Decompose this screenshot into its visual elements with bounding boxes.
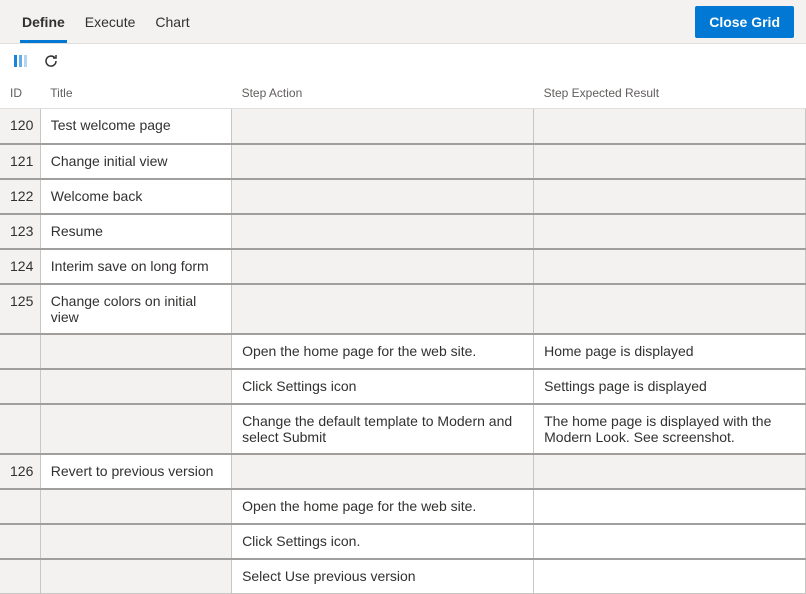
cell-step-expected[interactable]: Home page is displayed <box>534 334 806 369</box>
table-row[interactable]: Open the home page for the web site. <box>0 489 806 524</box>
cell-step-expected[interactable] <box>534 179 806 214</box>
cell-title[interactable] <box>40 559 231 594</box>
column-options-icon[interactable] <box>12 52 30 70</box>
table-row[interactable]: Open the home page for the web site.Home… <box>0 334 806 369</box>
cell-id[interactable]: 125 <box>0 284 40 334</box>
tab-chart[interactable]: Chart <box>145 0 199 43</box>
cell-step-action[interactable]: Click Settings icon. <box>232 524 534 559</box>
cell-title[interactable]: Test welcome page <box>40 109 231 144</box>
cell-title[interactable]: Revert to previous version <box>40 454 231 489</box>
cell-step-action[interactable] <box>232 249 534 284</box>
tab-execute[interactable]: Execute <box>75 0 146 43</box>
cell-title[interactable] <box>40 369 231 404</box>
cell-step-expected[interactable] <box>534 249 806 284</box>
cell-title[interactable] <box>40 334 231 369</box>
cell-id[interactable]: 124 <box>0 249 40 284</box>
cell-step-action[interactable]: Select Use previous version <box>232 559 534 594</box>
column-header-step-action[interactable]: Step Action <box>232 78 534 109</box>
table-row[interactable]: 120Test welcome page <box>0 109 806 144</box>
cell-id[interactable] <box>0 369 40 404</box>
test-case-grid: ID Title Step Action Step Expected Resul… <box>0 78 806 594</box>
cell-title[interactable] <box>40 404 231 454</box>
cell-step-expected[interactable] <box>534 489 806 524</box>
table-row[interactable]: 121Change initial view <box>0 144 806 179</box>
toolbar: DefineExecuteChart Close Grid <box>0 0 806 44</box>
cell-id[interactable]: 120 <box>0 109 40 144</box>
cell-step-action[interactable] <box>232 284 534 334</box>
cell-step-expected[interactable] <box>534 454 806 489</box>
refresh-icon[interactable] <box>42 52 60 70</box>
table-row[interactable]: 122Welcome back <box>0 179 806 214</box>
cell-step-expected[interactable] <box>534 109 806 144</box>
cell-id[interactable] <box>0 559 40 594</box>
table-row[interactable]: 123Resume <box>0 214 806 249</box>
cell-id[interactable]: 122 <box>0 179 40 214</box>
cell-id[interactable] <box>0 404 40 454</box>
table-row[interactable]: 124Interim save on long form <box>0 249 806 284</box>
tab-define[interactable]: Define <box>12 0 75 43</box>
table-row[interactable]: Select Use previous version <box>0 559 806 594</box>
table-row[interactable]: Click Settings icon. <box>0 524 806 559</box>
close-grid-button[interactable]: Close Grid <box>695 6 794 38</box>
cell-step-expected[interactable] <box>534 559 806 594</box>
cell-title[interactable]: Resume <box>40 214 231 249</box>
table-row[interactable]: 126Revert to previous version <box>0 454 806 489</box>
column-header-step-expected[interactable]: Step Expected Result <box>534 78 806 109</box>
cell-id[interactable]: 126 <box>0 454 40 489</box>
cell-step-expected[interactable]: Settings page is displayed <box>534 369 806 404</box>
cell-title[interactable]: Change colors on initial view <box>40 284 231 334</box>
cell-step-action[interactable] <box>232 179 534 214</box>
table-row[interactable]: 125Change colors on initial view <box>0 284 806 334</box>
icon-toolbar <box>0 44 806 78</box>
table-row[interactable]: Change the default template to Modern an… <box>0 404 806 454</box>
cell-step-expected[interactable] <box>534 284 806 334</box>
cell-step-expected[interactable]: The home page is displayed with the Mode… <box>534 404 806 454</box>
cell-step-action[interactable]: Open the home page for the web site. <box>232 334 534 369</box>
cell-id[interactable] <box>0 489 40 524</box>
cell-id[interactable] <box>0 334 40 369</box>
cell-title[interactable]: Interim save on long form <box>40 249 231 284</box>
table-row[interactable]: Click Settings iconSettings page is disp… <box>0 369 806 404</box>
cell-id[interactable]: 123 <box>0 214 40 249</box>
column-header-title[interactable]: Title <box>40 78 231 109</box>
cell-step-action[interactable] <box>232 214 534 249</box>
cell-id[interactable] <box>0 524 40 559</box>
cell-step-action[interactable] <box>232 109 534 144</box>
cell-step-expected[interactable] <box>534 214 806 249</box>
cell-step-action[interactable] <box>232 144 534 179</box>
cell-step-action[interactable]: Change the default template to Modern an… <box>232 404 534 454</box>
column-header-id[interactable]: ID <box>0 78 40 109</box>
cell-title[interactable]: Welcome back <box>40 179 231 214</box>
cell-title[interactable] <box>40 524 231 559</box>
cell-step-action[interactable] <box>232 454 534 489</box>
cell-step-expected[interactable] <box>534 144 806 179</box>
cell-step-action[interactable]: Open the home page for the web site. <box>232 489 534 524</box>
tabs: DefineExecuteChart <box>12 0 200 43</box>
grid-header-row: ID Title Step Action Step Expected Resul… <box>0 78 806 109</box>
cell-title[interactable]: Change initial view <box>40 144 231 179</box>
cell-id[interactable]: 121 <box>0 144 40 179</box>
cell-title[interactable] <box>40 489 231 524</box>
cell-step-expected[interactable] <box>534 524 806 559</box>
cell-step-action[interactable]: Click Settings icon <box>232 369 534 404</box>
